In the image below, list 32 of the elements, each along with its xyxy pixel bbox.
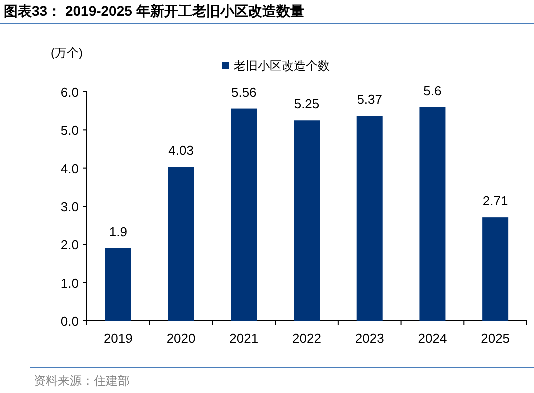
bar — [168, 167, 194, 321]
y-tick-label: 6.0 — [60, 85, 79, 100]
data-label: 5.6 — [424, 83, 442, 98]
x-tick-label: 2021 — [230, 331, 259, 346]
y-tick-label: 1.0 — [60, 276, 79, 291]
bar — [482, 218, 509, 321]
x-tick-label: 2025 — [481, 331, 510, 346]
x-tick-label: 2024 — [418, 331, 448, 346]
y-tick-label: 2.0 — [60, 238, 79, 253]
x-tick-label: 2022 — [292, 331, 322, 346]
data-label: 2.71 — [482, 194, 508, 209]
data-label: 4.03 — [168, 143, 194, 158]
bar — [105, 248, 132, 321]
x-tick-label: 2020 — [166, 331, 196, 346]
bar — [231, 108, 258, 321]
text: 资料来源：住建部 — [34, 374, 130, 388]
x-tick-label: 2023 — [355, 331, 384, 346]
y-axis-title: (万个) — [51, 46, 83, 60]
y-tick-label: 5.0 — [60, 123, 79, 138]
data-label: 5.37 — [357, 92, 383, 108]
data-label: 5.25 — [294, 96, 320, 112]
x-tick-label: 2019 — [104, 331, 133, 346]
data-label: 1.9 — [109, 224, 128, 240]
y-tick-label: 0.0 — [60, 314, 79, 329]
bar — [294, 120, 320, 321]
data-label: 5.56 — [231, 84, 257, 100]
y-tick-label: 3.0 — [60, 200, 79, 214]
legend-label: 老旧小区改造个数 — [234, 59, 330, 73]
y-tick-label: 4.0 — [60, 161, 79, 176]
bar — [420, 107, 446, 321]
bar — [356, 116, 383, 321]
chart-title: 图表33： 2019-2025 年新开工老旧小区改造数量 — [4, 3, 304, 19]
